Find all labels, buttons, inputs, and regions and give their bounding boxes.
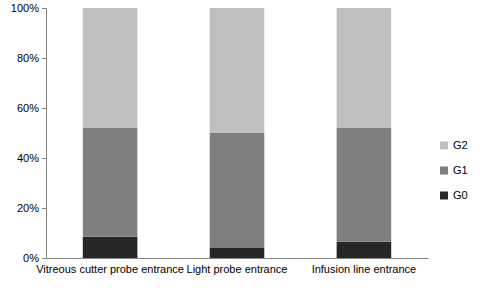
y-tick: 80%	[17, 52, 46, 64]
y-tick-mark	[42, 8, 46, 9]
legend-swatch	[440, 142, 448, 150]
bar-segment	[337, 242, 392, 258]
x-axis-line	[47, 258, 429, 259]
y-tick-mark	[42, 208, 46, 209]
y-tick-label: 100%	[11, 2, 39, 14]
legend-item: G1	[440, 164, 468, 176]
bar-segment	[83, 128, 138, 237]
plot: 0%20%40%60%80%100%Vitreous cutter probe …	[11, 2, 429, 275]
legend-item: G0	[440, 189, 468, 201]
legend-label: G0	[453, 189, 468, 201]
bar-segment	[337, 8, 392, 128]
bar-segment	[83, 8, 138, 128]
x-tick-label: Vitreous cutter probe entrance	[36, 263, 184, 275]
y-tick-label: 20%	[17, 202, 39, 214]
x-tick-label: Infusion line entrance	[312, 263, 417, 275]
bars	[83, 8, 391, 258]
x-tick: Light probe entrance	[187, 258, 288, 275]
y-tick-mark	[42, 58, 46, 59]
bar-segment	[337, 128, 392, 242]
legend: G2 G1 G0	[440, 139, 468, 201]
bar-segment	[210, 248, 265, 258]
series-2	[83, 8, 391, 133]
y-tick-mark	[42, 258, 46, 259]
y-tick-mark	[42, 108, 46, 109]
y-axis-line	[42, 9, 47, 259]
y-tick-label: 80%	[17, 52, 39, 64]
y-tick-mark	[42, 158, 46, 159]
x-axis: Vitreous cutter probe entranceLight prob…	[36, 258, 428, 275]
bar-segment	[83, 237, 138, 258]
legend-label: G1	[453, 164, 468, 176]
bar-segment	[210, 133, 265, 248]
y-tick: 100%	[11, 2, 46, 14]
legend-label: G2	[453, 139, 468, 151]
legend-swatch	[440, 192, 448, 200]
y-tick: 20%	[17, 202, 46, 214]
x-tick-label: Light probe entrance	[187, 263, 288, 275]
y-axis: 0%20%40%60%80%100%	[11, 2, 47, 264]
legend-item: G2	[440, 139, 468, 151]
y-tick-label: 60%	[17, 102, 39, 114]
legend-swatch	[440, 167, 448, 175]
y-tick: 60%	[17, 102, 46, 114]
x-tick: Infusion line entrance	[312, 258, 417, 275]
y-tick-label: 40%	[17, 152, 39, 164]
y-tick: 40%	[17, 152, 46, 164]
series-1	[83, 128, 391, 248]
chart: 0%20%40%60%80%100%Vitreous cutter probe …	[0, 0, 500, 288]
x-tick: Vitreous cutter probe entrance	[36, 258, 184, 275]
bar-segment	[210, 8, 265, 133]
